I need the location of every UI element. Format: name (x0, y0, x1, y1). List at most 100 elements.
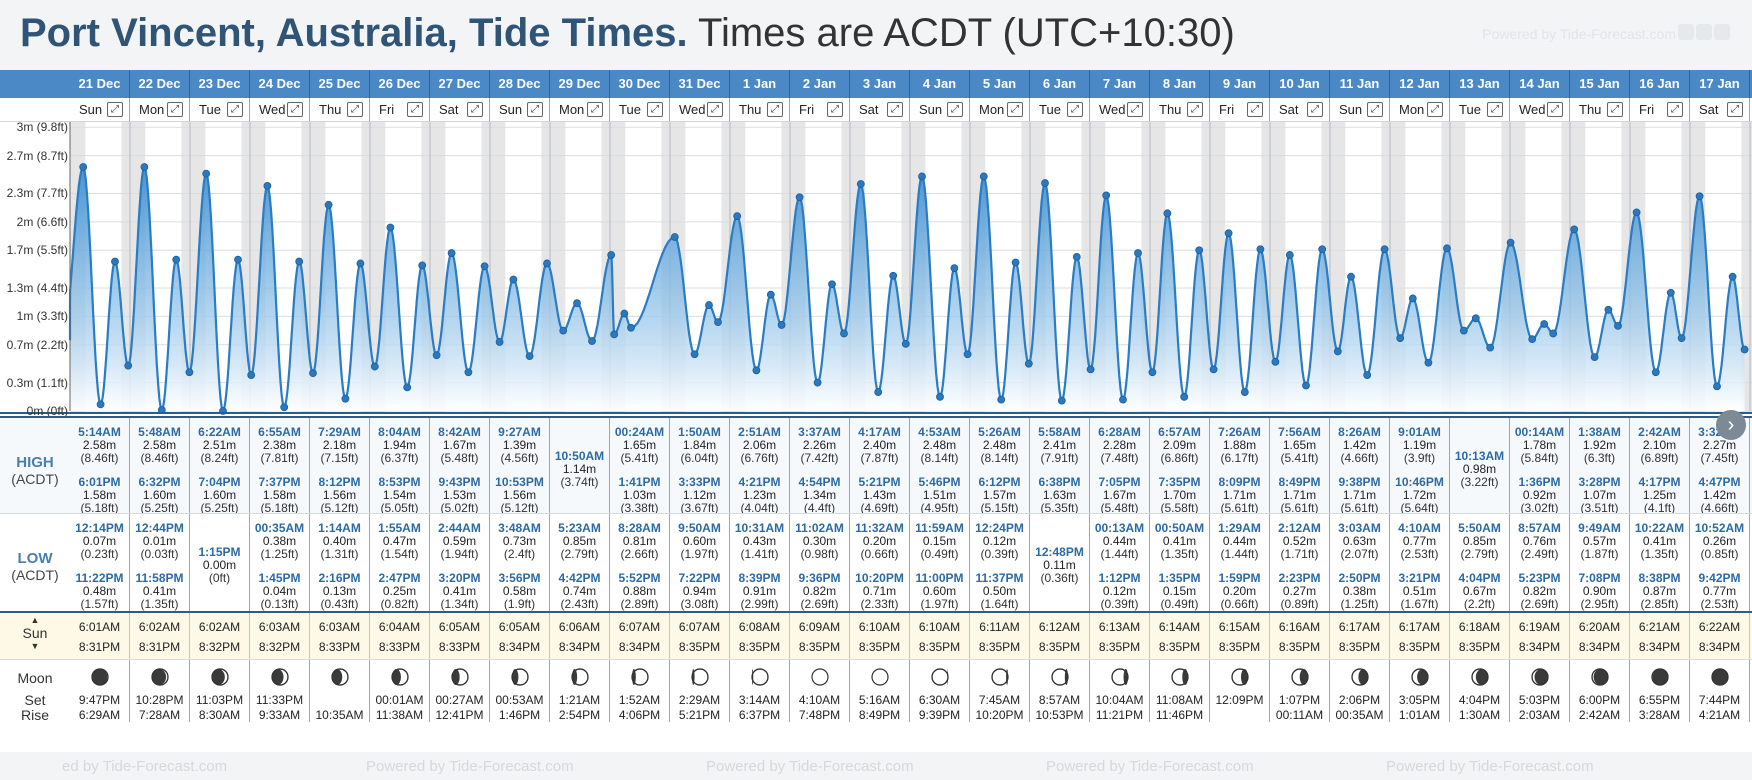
expand-day-icon[interactable]: ⤢ (887, 102, 903, 117)
high-tide-entry: 6:32PM 1.60m (5.25ft) (130, 476, 189, 514)
tide-extreme-point (1224, 229, 1233, 238)
low-tide-height-m: 0.11m (1043, 558, 1076, 572)
tide-extreme-point (1240, 388, 1249, 396)
moonrise-time: 10:35AM (315, 708, 364, 722)
expand-day-icon[interactable]: ⤢ (1307, 102, 1323, 117)
high-cell: 6:28AM 2.28m (7.48ft) 7:05PM 1.67m (5.48ft) (1090, 418, 1150, 513)
moon-cell: 5:16AM 8:49PM (850, 660, 910, 722)
expand-day-icon[interactable]: ⤢ (1187, 102, 1203, 117)
low-tide-time: 12:14PM (75, 521, 124, 535)
high-tide-time: 6:22AM (198, 425, 241, 439)
high-tide-entry: 8:12PM 1.56m (5.12ft) (310, 476, 369, 514)
expand-day-icon[interactable]: ⤢ (1547, 102, 1563, 117)
high-tide-time: 1:38AM (1578, 425, 1621, 439)
low-tide-height-ft: (0.39ft) (1100, 597, 1139, 611)
expand-day-icon[interactable]: ⤢ (827, 102, 843, 117)
next-page-button[interactable]: › (1716, 410, 1746, 440)
sunrise-time: 6:05AM (498, 620, 541, 634)
expand-day-icon[interactable]: ⤢ (587, 102, 603, 117)
expand-day-icon[interactable]: ⤢ (467, 102, 483, 117)
expand-day-icon[interactable]: ⤢ (1607, 102, 1623, 117)
expand-day-icon[interactable]: ⤢ (1007, 102, 1023, 117)
y-tick-label: 0.7m (2.2ft) (6, 337, 68, 352)
expand-day-icon[interactable]: ⤢ (947, 102, 963, 117)
low-tide-time: 3:03AM (1338, 521, 1381, 535)
low-tide-height-ft: (1.35ft) (1160, 547, 1199, 561)
high-tide-height-ft: (6.89ft) (1640, 451, 1679, 465)
expand-day-icon[interactable]: ⤢ (1727, 102, 1743, 117)
moon-cell: 00:01AM 11:38AM (370, 660, 430, 722)
expand-day-icon[interactable]: ⤢ (227, 102, 243, 117)
expand-day-icon[interactable]: ⤢ (1427, 102, 1443, 117)
watermark-logo-icon (1696, 24, 1712, 40)
date-cell: 10 Jan (1270, 70, 1330, 98)
low-tide-time: 00:35AM (254, 521, 305, 535)
expand-day-icon[interactable]: ⤢ (647, 102, 663, 117)
expand-day-icon[interactable]: ⤢ (407, 102, 423, 117)
high-tide-height-m: 1.72m (1402, 488, 1437, 502)
low-tide-time: 4:10AM (1398, 521, 1441, 535)
tide-extreme-point (607, 251, 616, 259)
expand-day-icon[interactable]: ⤢ (167, 102, 183, 117)
weekday-label: Fri (799, 102, 815, 117)
moon-cell: 00:53AM 1:46PM (490, 660, 550, 722)
high-tide-entry: 5:46PM 1.51m (4.95ft) (910, 476, 969, 514)
tide-extreme-point (1333, 347, 1342, 356)
expand-day-icon[interactable]: ⤢ (1487, 102, 1503, 117)
expand-day-icon[interactable]: ⤢ (1067, 102, 1083, 117)
high-tide-time: 5:21PM (858, 475, 901, 489)
low-cell: 5:23AM 0.85m (2.79ft) 4:42PM 0.74m (2.43ft) (550, 514, 610, 611)
weekday-row: Sun ⤢ Mon ⤢ Tue ⤢ Wed ⤢ Thu ⤢ Fri ⤢ Sat ⤢ Sun ⤢ Mon ⤢ Tue ⤢… (0, 98, 1752, 122)
moon-phase-icon (1531, 668, 1549, 686)
low-tz-label: (ACDT) (11, 567, 59, 583)
expand-day-icon[interactable]: ⤢ (1667, 102, 1683, 117)
expand-day-icon[interactable]: ⤢ (707, 102, 723, 117)
expand-day-icon[interactable]: ⤢ (347, 102, 363, 117)
low-cell: 11:32AM 0.20m (0.66ft) 10:20PM 0.71m (2.33ft) (850, 514, 910, 611)
moonrise-time: 2:42AM (1578, 708, 1621, 722)
high-cell: 2:51AM 2.06m (6.76ft) 4:21PM 1.23m (4.04ft) (730, 418, 790, 513)
expand-day-icon[interactable]: ⤢ (1127, 102, 1143, 117)
expand-day-icon[interactable]: ⤢ (1247, 102, 1263, 117)
low-tide-entry: 12:24PM 0.12m (0.39ft) (970, 522, 1029, 561)
watermark-text: Powered by Tide-Forecast.com (1046, 758, 1254, 775)
high-cell: 8:04AM 1.94m (6.37ft) 8:53PM 1.54m (5.05ft) (370, 418, 430, 513)
low-tide-height-m: 0.77m (1402, 534, 1437, 548)
low-tide-entry: 10:20PM 0.71m (2.33ft) (850, 572, 909, 611)
low-tide-entry: 5:23PM 0.82m (2.69ft) (1510, 572, 1569, 611)
expand-day-icon[interactable]: ⤢ (107, 102, 123, 117)
low-tide-height-m: 0.51m (1402, 584, 1437, 598)
moonrise-time: 5:21PM (678, 708, 721, 722)
low-tide-height-m: 0.73m (502, 534, 537, 548)
sunset-time: 8:34PM (1518, 640, 1561, 654)
low-tide-height-m: 0.94m (682, 584, 717, 598)
sunrise-time: 6:07AM (618, 620, 661, 634)
high-tide-entry: 10:53PM 1.56m (5.12ft) (490, 476, 549, 514)
high-tide-time: 8:42AM (438, 425, 481, 439)
moon-phase-icon (931, 668, 949, 686)
low-tide-height-ft: (2.99ft) (740, 597, 779, 611)
expand-day-icon[interactable]: ⤢ (287, 102, 303, 117)
low-cell: 12:14PM 0.07m (0.23ft) 11:22PM 0.48m (1.57ft) (70, 514, 130, 611)
low-cell: 10:31AM 0.43m (1.41ft) 8:39PM 0.91m (2.99ft) (730, 514, 790, 611)
high-tide-time: 6:55AM (258, 425, 301, 439)
tide-extreme-point (670, 233, 679, 241)
moon-phase-icon (271, 668, 289, 686)
moonset-time: 7:45AM (978, 693, 1021, 707)
expand-day-icon[interactable]: ⤢ (1367, 102, 1383, 117)
low-tide-height-m: 0.41m (142, 584, 177, 598)
high-tide-entry: 10:13AM 0.98m (3.22ft) (1450, 450, 1509, 489)
low-tide-entry: 1:55AM 0.47m (1.54ft) (370, 522, 429, 561)
tide-extreme-point (963, 350, 972, 359)
high-tide-entry: 3:37AM 2.26m (7.42ft) (790, 426, 849, 465)
expand-day-icon[interactable]: ⤢ (767, 102, 783, 117)
low-tide-entry: 11:02AM 0.30m (0.98ft) (790, 522, 849, 561)
high-tide-height-m: 2.38m (262, 438, 297, 452)
tide-extreme-point (979, 172, 988, 181)
moonrise-time: 10:53PM (1035, 708, 1084, 722)
high-tide-height-ft: (7.81ft) (260, 451, 299, 465)
moonset-time: 4:10AM (798, 693, 841, 707)
expand-day-icon[interactable]: ⤢ (527, 102, 543, 117)
moon-phase-icon (151, 668, 169, 686)
low-tide-time: 1:29AM (1218, 521, 1261, 535)
